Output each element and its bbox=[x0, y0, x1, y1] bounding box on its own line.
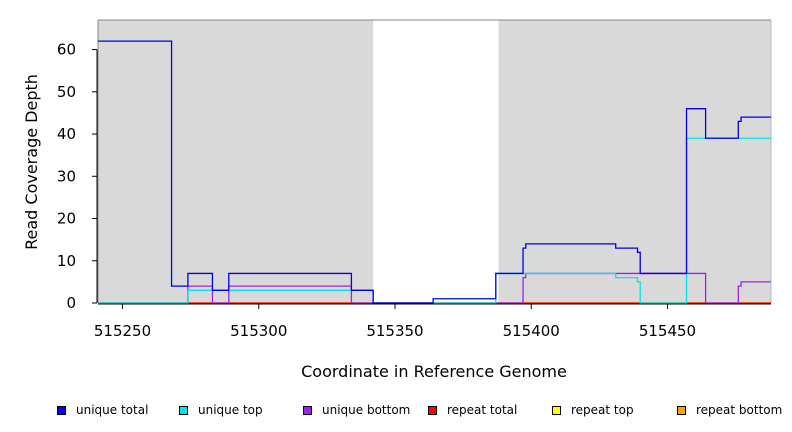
legend-swatch bbox=[179, 405, 188, 415]
legend-swatch bbox=[552, 405, 561, 415]
x-axis: 515250 515300 515350 515400 515450 bbox=[94, 303, 771, 340]
shaded-region-2 bbox=[498, 20, 771, 303]
series-line-unique-total bbox=[98, 40, 771, 304]
legend-item-unique-bottom: unique bottom bbox=[303, 402, 410, 418]
legend-swatch bbox=[303, 405, 312, 415]
legend-label: repeat top bbox=[571, 403, 634, 417]
shaded-regions bbox=[98, 20, 771, 303]
legend-swatch bbox=[677, 405, 686, 415]
y-tick-label: 60 bbox=[57, 41, 76, 59]
y-tick-label: 50 bbox=[57, 83, 76, 101]
x-tick-label: 515400 bbox=[503, 322, 560, 340]
legend-label: repeat bottom bbox=[696, 403, 783, 417]
series-lines bbox=[98, 40, 771, 304]
x-tick-label: 515250 bbox=[94, 322, 151, 340]
legend-label: unique top bbox=[198, 403, 263, 417]
shaded-region-1 bbox=[98, 20, 374, 303]
legend-item-repeat-total: repeat total bbox=[428, 402, 517, 418]
y-axis: 0 10 20 30 40 50 60 bbox=[57, 41, 98, 312]
plot-frame bbox=[97, 19, 772, 303]
legend-label: unique bottom bbox=[322, 403, 411, 417]
y-axis-label: Read Coverage Depth bbox=[22, 74, 41, 250]
legend-label: repeat total bbox=[447, 403, 518, 417]
legend-item-repeat-top: repeat top bbox=[552, 402, 634, 418]
x-axis-label: Coordinate in Reference Genome bbox=[301, 362, 567, 381]
y-tick-label: 0 bbox=[66, 294, 76, 312]
legend-item-repeat-bottom: repeat bottom bbox=[677, 402, 782, 418]
x-tick-label: 515350 bbox=[366, 322, 423, 340]
y-tick-label: 40 bbox=[57, 125, 76, 143]
y-tick-label: 10 bbox=[57, 252, 76, 270]
series-line-unique-top bbox=[98, 137, 771, 304]
legend-item-unique-total: unique total bbox=[57, 402, 148, 418]
x-tick-label: 515300 bbox=[230, 322, 287, 340]
legend-item-unique-top: unique top bbox=[179, 402, 263, 418]
legend: unique total unique top unique bottom repea… bbox=[0, 398, 792, 422]
x-tick-label: 515450 bbox=[639, 322, 696, 340]
y-tick-label: 20 bbox=[57, 210, 76, 228]
legend-swatch bbox=[57, 405, 66, 415]
legend-swatch bbox=[428, 405, 437, 415]
y-tick-label: 30 bbox=[57, 167, 76, 185]
legend-label: unique total bbox=[76, 403, 149, 417]
